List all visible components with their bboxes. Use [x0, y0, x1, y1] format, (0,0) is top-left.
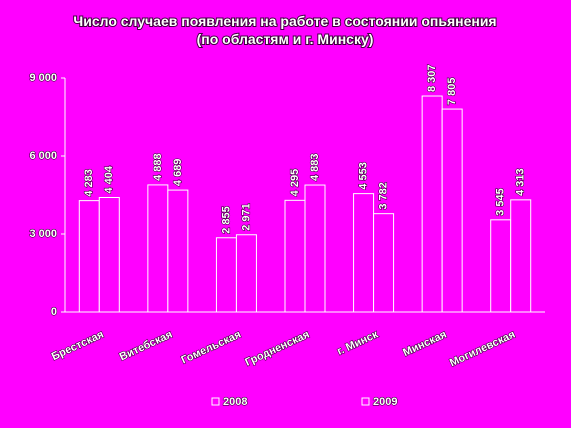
value-label: 4 689 — [172, 159, 184, 187]
value-label: 2 855 — [220, 206, 232, 234]
legend-label: 2009 — [373, 396, 397, 408]
bar — [284, 199, 306, 313]
value-label: 4 883 — [309, 154, 321, 182]
value-label: 3 545 — [495, 188, 507, 216]
bar — [510, 199, 532, 313]
bar — [78, 200, 100, 313]
y-tick-label: 6 000 — [29, 150, 57, 162]
value-label: 4 283 — [83, 169, 95, 197]
bar — [98, 196, 120, 313]
bar — [147, 184, 169, 313]
value-label: 8 307 — [426, 64, 438, 92]
value-label: 4 295 — [289, 169, 301, 197]
value-label: 4 888 — [152, 153, 164, 181]
legend-label: 2008 — [223, 396, 247, 408]
bar — [373, 213, 395, 313]
y-tick-label: 9 000 — [29, 72, 57, 84]
chart-title: Число случаев появления на работе в сост… — [73, 13, 496, 47]
y-tick-label: 3 000 — [29, 228, 57, 240]
bar — [215, 237, 237, 313]
bar — [235, 234, 257, 313]
value-label: 4 553 — [357, 162, 369, 190]
bar — [490, 219, 512, 313]
y-tick-label: 0 — [51, 306, 57, 318]
value-label: 7 805 — [446, 78, 458, 106]
value-label: 3 782 — [377, 182, 389, 210]
bar — [421, 95, 443, 313]
legend-swatch — [361, 397, 370, 406]
legend-swatch — [211, 397, 220, 406]
bar — [353, 193, 375, 313]
bar — [167, 189, 189, 313]
bar — [304, 184, 326, 313]
bar — [441, 108, 463, 313]
value-label: 4 313 — [515, 168, 527, 196]
value-label: 2 971 — [240, 203, 252, 231]
value-label: 4 404 — [103, 165, 115, 193]
